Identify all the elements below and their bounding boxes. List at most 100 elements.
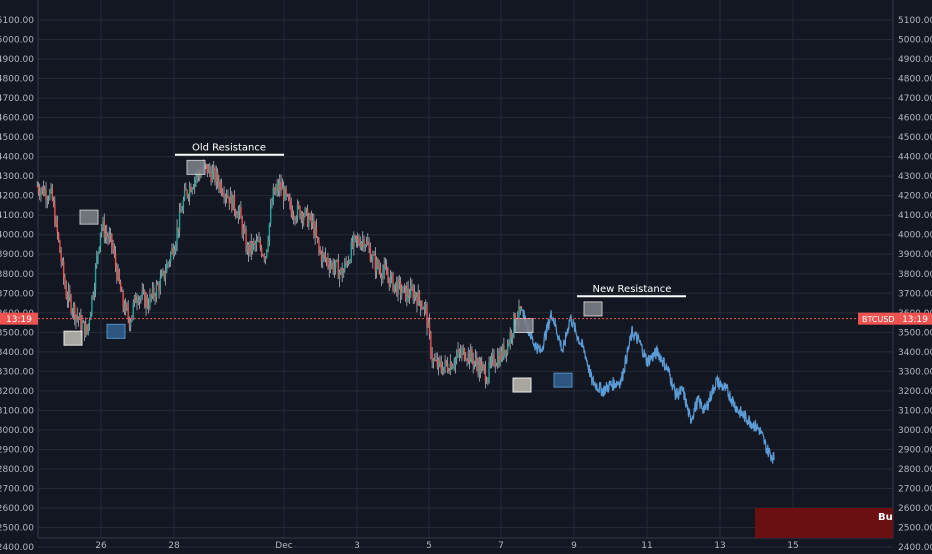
candle-body	[238, 207, 241, 212]
candle-body	[51, 186, 54, 200]
y-tick-label-right: 3300.00	[898, 367, 932, 377]
candle-body	[127, 307, 129, 319]
candle-body	[147, 306, 150, 309]
candle-body	[407, 288, 409, 296]
y-tick-label-right: 2500.00	[898, 524, 932, 534]
marker-box-high	[79, 209, 99, 225]
candle-body	[260, 247, 263, 256]
candle-body	[319, 248, 321, 254]
candle-body	[496, 355, 499, 366]
candle-body	[378, 267, 380, 270]
candle-body	[106, 233, 108, 237]
candle-body	[332, 262, 334, 272]
candle-body	[446, 364, 449, 371]
projection-line	[522, 309, 775, 464]
y-tick-label-left: 5100.00	[0, 16, 34, 26]
candle-body	[492, 354, 494, 358]
candle-body	[382, 271, 384, 279]
candle-body	[253, 242, 255, 244]
candle-body	[408, 295, 411, 298]
candle-body	[40, 190, 42, 196]
target-zone	[755, 508, 893, 538]
candle-body	[476, 357, 478, 365]
candle-body	[413, 292, 416, 300]
candle-body	[187, 195, 190, 197]
candle-body	[372, 254, 374, 261]
candle-body	[518, 306, 520, 320]
candle-body	[416, 297, 418, 306]
candle-body	[245, 231, 247, 252]
candle-body	[52, 199, 55, 205]
candle-body	[223, 194, 225, 199]
y-tick-label-right: 4500.00	[898, 133, 932, 143]
candle-body	[520, 307, 523, 311]
candle-body	[290, 202, 292, 212]
candle-body	[128, 318, 131, 328]
candle-body	[478, 361, 480, 374]
candle-body	[394, 282, 397, 285]
candle-body	[431, 354, 433, 362]
candle-body	[444, 360, 446, 367]
candle-body	[154, 296, 156, 298]
candle-body	[231, 192, 233, 211]
candle-body	[157, 284, 159, 286]
old-resistance-label: Old Resistance	[192, 143, 266, 154]
candle-body	[144, 291, 146, 308]
candle-body	[262, 255, 264, 257]
candle-body	[220, 182, 223, 193]
candle-body	[417, 291, 419, 306]
y-tick-label-right: 4600.00	[898, 114, 932, 124]
candle-body	[104, 233, 107, 238]
candle-body	[340, 268, 342, 273]
candle-body	[479, 361, 482, 373]
candle-body	[423, 304, 426, 310]
y-tick-label-right: 2400.00	[898, 543, 932, 550]
candle-body	[236, 215, 238, 218]
x-tick-label: 26	[95, 541, 107, 550]
candle-body	[244, 229, 246, 232]
price-tag-left	[0, 312, 38, 325]
candle-body	[218, 181, 220, 188]
candle-body	[114, 253, 117, 266]
candle-body	[335, 260, 337, 268]
candle-body	[472, 358, 474, 366]
candle-body	[282, 186, 285, 201]
candle-body	[227, 196, 229, 198]
marker-box-high	[583, 301, 603, 317]
candle-body	[505, 349, 508, 354]
candle-body	[65, 286, 67, 299]
candle-body	[94, 266, 97, 290]
candle-body	[210, 172, 212, 182]
candle-body	[359, 244, 361, 248]
candle-body	[333, 267, 336, 272]
candle-body	[344, 262, 346, 271]
candle-body	[268, 223, 271, 241]
candle-body	[92, 295, 94, 297]
candle-body	[93, 289, 96, 297]
candle-body	[228, 196, 230, 204]
candle-body	[267, 240, 269, 250]
y-tick-label-left: 4400.00	[0, 153, 34, 163]
candle-body	[504, 349, 506, 357]
candle-body	[132, 303, 134, 316]
y-tick-label-right: 4400.00	[898, 153, 932, 163]
candle-body	[310, 214, 313, 223]
candle-body	[255, 240, 258, 245]
candle-body	[69, 290, 71, 297]
price-tag-right-text: 13:19	[902, 315, 928, 325]
y-tick-label-left: 4700.00	[0, 94, 34, 104]
candle-body	[237, 211, 240, 218]
candle-body	[57, 232, 60, 241]
y-tick-label-right: 4100.00	[898, 211, 932, 221]
candle-body	[66, 298, 69, 301]
candle-body	[191, 188, 193, 192]
candle-body	[404, 285, 407, 301]
candle-body	[183, 188, 186, 200]
candle-body	[357, 238, 359, 240]
candle-body	[411, 285, 413, 290]
candle-body	[246, 244, 249, 252]
candle-body	[374, 255, 377, 272]
candle-body	[117, 270, 119, 280]
candle-body	[206, 164, 208, 174]
